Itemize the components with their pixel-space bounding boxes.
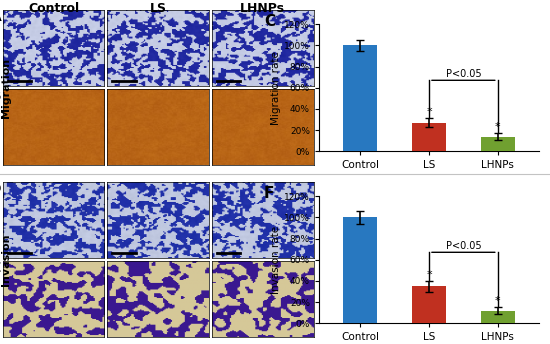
Text: LHNPs: LHNPs <box>240 2 285 15</box>
Text: Invasion: Invasion <box>1 234 10 286</box>
Text: *: * <box>495 297 500 307</box>
Text: D: D <box>0 182 2 196</box>
Y-axis label: Invasion rate: Invasion rate <box>271 226 281 294</box>
Text: B: B <box>0 89 2 104</box>
Bar <box>481 311 515 323</box>
Y-axis label: Migration rate: Migration rate <box>271 51 281 125</box>
Bar <box>481 137 515 151</box>
Text: Control: Control <box>28 2 79 15</box>
Text: P<0.05: P<0.05 <box>446 241 481 251</box>
Text: *: * <box>426 107 432 117</box>
Text: E: E <box>0 261 2 276</box>
Text: A: A <box>0 10 2 24</box>
Text: C: C <box>264 14 275 29</box>
Bar <box>412 123 446 151</box>
Bar <box>343 217 377 323</box>
Text: Migration: Migration <box>1 58 10 118</box>
Text: LS: LS <box>150 2 167 15</box>
Bar <box>343 45 377 151</box>
Text: *: * <box>495 122 500 132</box>
Bar <box>412 286 446 323</box>
Text: P<0.05: P<0.05 <box>446 69 481 79</box>
Text: *: * <box>426 270 432 280</box>
Text: F: F <box>264 186 274 201</box>
